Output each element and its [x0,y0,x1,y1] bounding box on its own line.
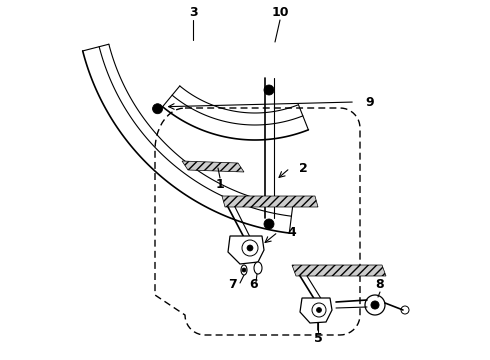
Circle shape [264,85,274,95]
Polygon shape [300,298,332,323]
Text: 5: 5 [314,332,322,345]
Text: 6: 6 [250,279,258,292]
Circle shape [371,301,379,309]
Text: 8: 8 [376,279,384,292]
Circle shape [247,245,253,251]
Polygon shape [292,265,386,276]
Polygon shape [222,196,318,207]
Text: 4: 4 [288,225,296,238]
Text: 9: 9 [366,95,374,108]
Text: 7: 7 [228,279,236,292]
Text: 10: 10 [271,5,289,18]
Text: 3: 3 [189,5,197,18]
Polygon shape [228,236,264,264]
Polygon shape [182,161,244,172]
Ellipse shape [241,265,247,275]
Text: 2: 2 [298,162,307,175]
Text: 1: 1 [216,179,224,192]
Circle shape [152,104,163,114]
Circle shape [264,219,274,229]
Ellipse shape [254,262,262,274]
Circle shape [317,307,321,312]
Circle shape [242,268,246,272]
